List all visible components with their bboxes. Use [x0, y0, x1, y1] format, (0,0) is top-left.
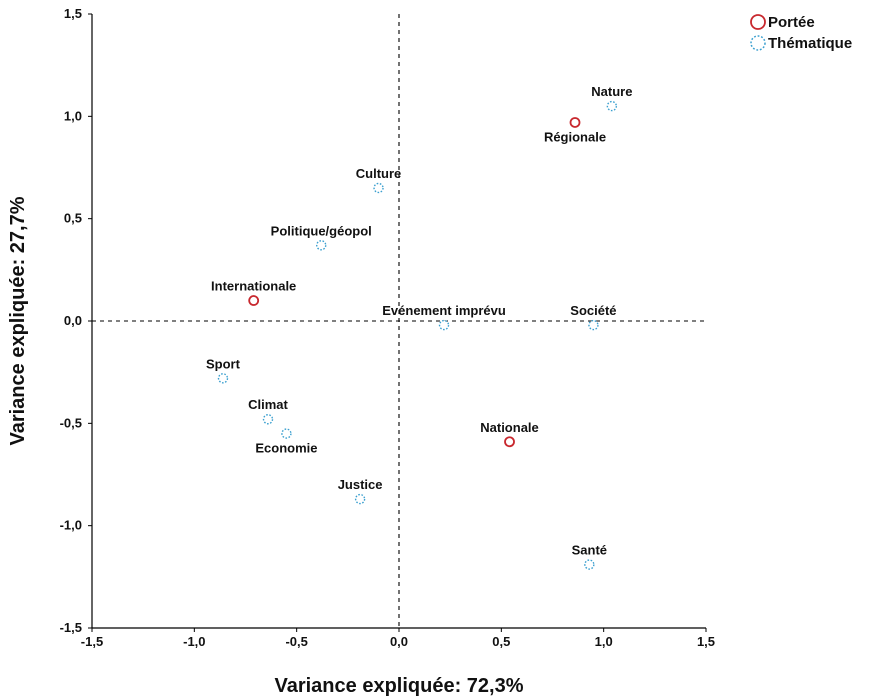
x-tick-label: -0,5: [285, 634, 307, 649]
y-tick-label: -1,5: [60, 620, 82, 635]
point-label: Internationale: [211, 279, 296, 294]
x-tick-label: 0,0: [390, 634, 408, 649]
y-tick-label: 1,5: [64, 6, 82, 21]
x-tick-label: -1,0: [183, 634, 205, 649]
x-tick-label: 1,5: [697, 634, 715, 649]
point-nature: [606, 100, 618, 112]
point-label: Politique/géopol: [271, 223, 372, 238]
point-label: Nationale: [480, 420, 539, 435]
point-sport: [217, 373, 229, 384]
point-climat: [262, 414, 274, 425]
tick-labels: -1,5 -1,0 -0,5 0,0 0,5 1,0 1,5 1,5 1,0 0,5 0,0 -0,5…: [60, 6, 715, 649]
point-culture: [373, 182, 384, 194]
point-label: Culture: [356, 166, 402, 181]
point-label: Climat: [248, 397, 288, 412]
point-nationale: [504, 436, 515, 448]
y-axis-title: Variance expliquée: 27,7%: [7, 196, 29, 445]
legend-marker-1: [750, 35, 766, 51]
x-axis-title: Variance expliquée: 72,3%: [274, 675, 523, 697]
point-label: Evénement imprévu: [382, 303, 506, 318]
y-tick-label: 1,0: [64, 108, 82, 123]
legend-marker-0: [750, 14, 766, 30]
point-r-gionale: [569, 117, 581, 128]
point-label: Santé: [572, 543, 607, 558]
data-points: Internationale Régionale Nationale Nature Cu…: [206, 84, 632, 570]
x-tick-label: 1,0: [595, 634, 613, 649]
y-tick-label: 0,0: [64, 313, 82, 328]
point-justice: [354, 493, 366, 505]
x-tick-label: -1,5: [81, 634, 103, 649]
y-tick-label: -0,5: [60, 415, 82, 430]
point-label: Justice: [338, 477, 383, 492]
legend: Portée Thématique: [750, 14, 852, 52]
point-soci-t-: [588, 319, 599, 331]
legend-label: Portée: [768, 14, 815, 31]
point-sant-: [584, 559, 595, 570]
y-tick-label: -1,0: [60, 518, 82, 533]
legend-label: Thématique: [768, 35, 852, 52]
point-label: Société: [570, 303, 616, 318]
point-label: Nature: [591, 84, 632, 99]
point-label: Régionale: [544, 129, 606, 144]
point-label: Economie: [255, 441, 317, 456]
x-tick-label: 0,5: [492, 634, 510, 649]
point-economie: [281, 428, 292, 439]
point-internationale: [248, 295, 260, 306]
point-politique-g-opol: [316, 240, 327, 251]
y-tick-label: 0,5: [64, 211, 82, 226]
point-ev-nement-impr-vu: [438, 319, 450, 331]
point-label: Sport: [206, 356, 241, 371]
